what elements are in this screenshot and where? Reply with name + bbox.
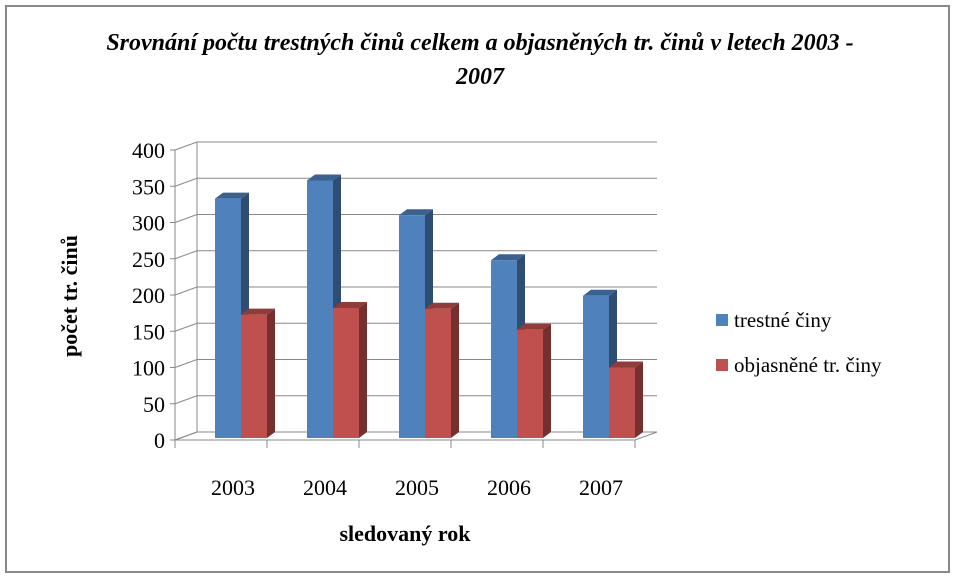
legend-swatch bbox=[716, 314, 728, 326]
grid-line bbox=[174, 250, 657, 260]
bar-face bbox=[425, 308, 451, 438]
grid-line bbox=[174, 141, 657, 151]
bar-face bbox=[517, 329, 543, 438]
y-tick-label: 0 bbox=[154, 428, 165, 453]
bar-face bbox=[307, 180, 333, 438]
y-tick-label: 350 bbox=[132, 174, 165, 199]
chart-title: Srovnání počtu trestných činů celkem a o… bbox=[106, 30, 854, 90]
bar-face bbox=[333, 302, 367, 309]
y-tick-label: 200 bbox=[132, 283, 165, 308]
bar-face bbox=[267, 308, 275, 438]
y-axis-label: počet tr. činů bbox=[57, 235, 82, 357]
bar-face bbox=[635, 361, 643, 438]
bar bbox=[517, 323, 551, 438]
bar bbox=[425, 302, 459, 438]
x-tick-label: 2007 bbox=[579, 475, 623, 500]
legend-swatch bbox=[716, 359, 728, 371]
bar-face bbox=[425, 302, 459, 309]
y-tick-label: 250 bbox=[132, 247, 165, 272]
bar-face bbox=[215, 198, 241, 438]
bar-face bbox=[609, 367, 635, 438]
y-tick-label: 300 bbox=[132, 211, 165, 236]
bar-face bbox=[491, 254, 525, 261]
legend-label: trestné činy bbox=[734, 308, 832, 332]
bar-face bbox=[241, 308, 275, 315]
x-tick-label: 2004 bbox=[303, 475, 347, 500]
bar bbox=[241, 308, 275, 438]
grid-line bbox=[174, 177, 657, 187]
bar-face bbox=[215, 192, 249, 199]
x-axis-label: sledovaný rok bbox=[339, 521, 471, 546]
bar bbox=[333, 302, 367, 438]
legend-label: objasněné tr. činy bbox=[734, 353, 882, 377]
bar-face bbox=[583, 289, 617, 296]
y-tick-label: 50 bbox=[143, 392, 165, 417]
bar-face bbox=[241, 314, 267, 438]
bar-face bbox=[399, 215, 425, 438]
y-tick-label: 100 bbox=[132, 356, 165, 381]
bar-face bbox=[333, 308, 359, 438]
x-tick-label: 2003 bbox=[211, 475, 255, 500]
bar-face bbox=[543, 323, 551, 438]
bar bbox=[609, 361, 643, 438]
bar-face bbox=[399, 209, 433, 216]
y-tick-label: 400 bbox=[132, 138, 165, 163]
bar-face bbox=[359, 302, 367, 438]
bar-face bbox=[491, 260, 517, 438]
y-tick-label: 150 bbox=[132, 319, 165, 344]
bar-face bbox=[517, 323, 551, 330]
bar-face bbox=[307, 174, 341, 181]
x-tick-label: 2005 bbox=[395, 475, 439, 500]
bar-face bbox=[451, 302, 459, 438]
chart-border bbox=[5, 5, 950, 573]
bar-face bbox=[609, 361, 643, 368]
grid-line bbox=[174, 214, 657, 223]
bar-face bbox=[583, 295, 609, 438]
x-tick-label: 2006 bbox=[487, 475, 531, 500]
